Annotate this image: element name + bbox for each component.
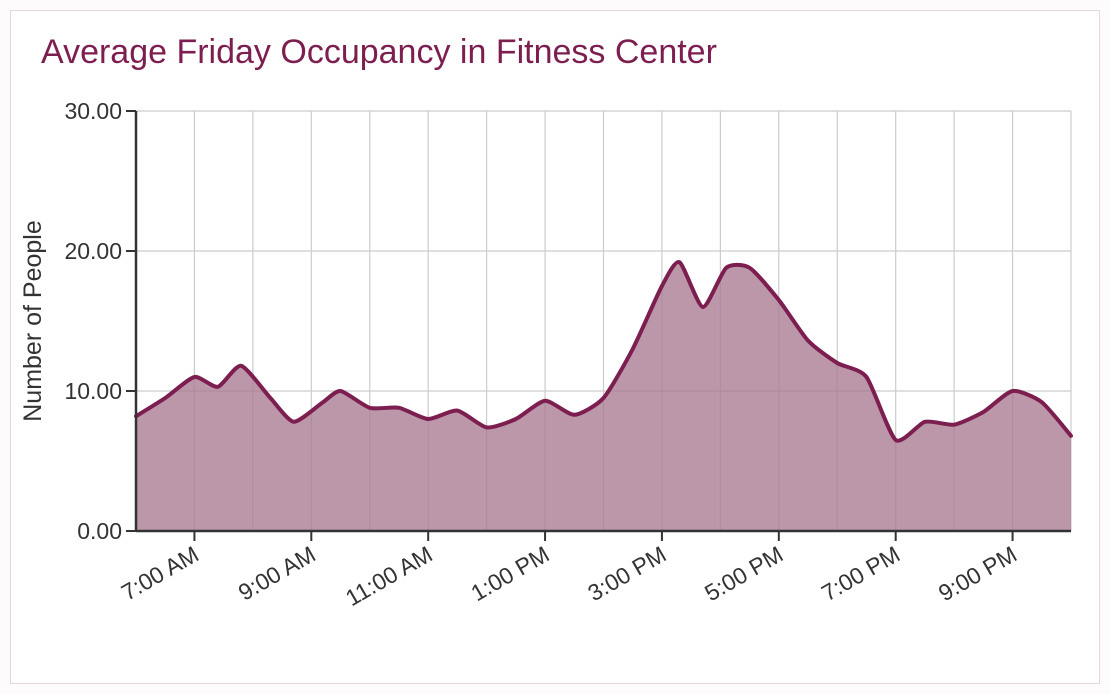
svg-text:9:00 PM: 9:00 PM <box>934 541 1021 606</box>
chart-panel: Average Friday Occupancy in Fitness Cent… <box>10 10 1100 684</box>
chart-container: Average Friday Occupancy in Fitness Cent… <box>0 0 1110 694</box>
svg-text:5:00 PM: 5:00 PM <box>700 541 787 606</box>
svg-text:0.00: 0.00 <box>77 518 122 544</box>
svg-text:7:00 AM: 7:00 AM <box>117 541 203 606</box>
svg-text:11:00 AM: 11:00 AM <box>341 541 437 611</box>
svg-text:1:00 PM: 1:00 PM <box>466 541 553 606</box>
svg-text:3:00 PM: 3:00 PM <box>583 541 670 606</box>
svg-text:30.00: 30.00 <box>64 98 122 124</box>
svg-text:20.00: 20.00 <box>64 238 122 264</box>
svg-text:9:00 AM: 9:00 AM <box>234 541 320 606</box>
svg-text:7:00 PM: 7:00 PM <box>817 541 904 606</box>
svg-text:Number of People: Number of People <box>19 220 47 422</box>
svg-text:10.00: 10.00 <box>64 378 122 404</box>
occupancy-area-chart: 0.00 10.00 20.00 30.00 7:00 AM 9:00 AM 11:00 A… <box>11 11 1101 685</box>
